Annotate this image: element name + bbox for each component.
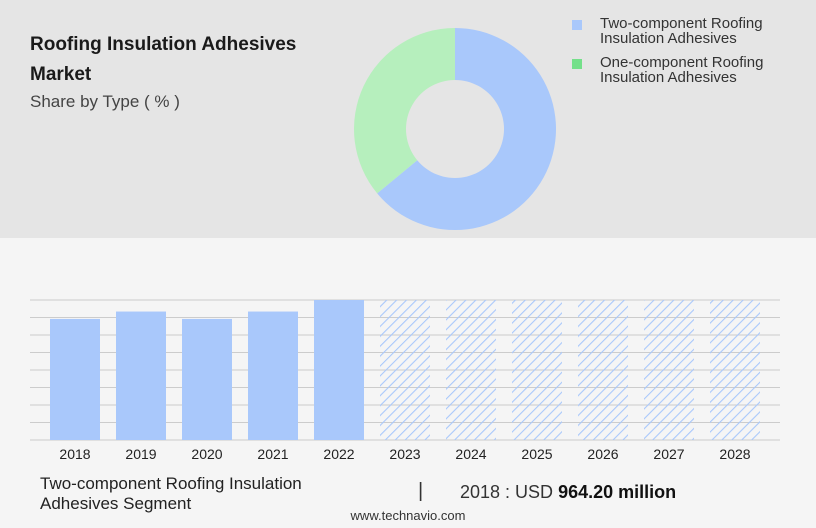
x-tick-label: 2018 — [59, 446, 90, 462]
x-tick-label: 2023 — [389, 446, 420, 462]
bar-2022 — [314, 300, 364, 440]
x-tick-label: 2019 — [125, 446, 156, 462]
legend-item-one-component: One-component Roofing Insulation Adhesiv… — [570, 55, 810, 85]
x-tick-label: 2024 — [455, 446, 486, 462]
bar-2021 — [248, 311, 298, 440]
donut-chart — [354, 28, 556, 231]
x-tick-label: 2025 — [521, 446, 552, 462]
x-tick-label: 2028 — [719, 446, 750, 462]
bar-2028 — [710, 300, 760, 440]
segment-label: Two-component Roofing Insulation Adhesiv… — [40, 474, 302, 513]
bar-2018 — [50, 318, 100, 440]
x-tick-label: 2027 — [653, 446, 684, 462]
legend-swatch-two-component — [572, 20, 582, 30]
bar-2023 — [380, 300, 430, 440]
bar-2024 — [446, 300, 496, 440]
chart-title: Roofing Insulation Adhesives Market — [30, 34, 297, 85]
bar-2020 — [182, 318, 232, 440]
segment-value-prefix: 2018 : USD — [460, 482, 554, 502]
bar-2019 — [116, 311, 166, 440]
x-tick-label: 2021 — [257, 446, 288, 462]
bar-2025 — [512, 300, 562, 440]
chart-subtitle: Share by Type ( % ) — [30, 92, 180, 111]
segment-value-amount: 964.20 million — [558, 482, 677, 502]
legend-label-two-component: Two-component Roofing Insulation Adhesiv… — [600, 15, 763, 47]
legend-swatch-one-component — [572, 59, 582, 69]
segment-value: 2018 : USD 964.20 million — [460, 482, 676, 503]
donut-slice-0 — [377, 28, 556, 231]
legend-label-one-component: One-component Roofing Insulation Adhesiv… — [600, 54, 764, 86]
bar-2026 — [578, 300, 628, 440]
bar-2027 — [644, 300, 694, 440]
source-link[interactable]: www.technavio.com — [350, 508, 466, 523]
footer-divider: | — [418, 480, 424, 502]
x-tick-label: 2026 — [587, 446, 618, 462]
legend-item-two-component: Two-component Roofing Insulation Adhesiv… — [570, 16, 810, 46]
bar-chart: 2018 2019 2020 2021 2022 2023 2024 2025 2026 2027… — [30, 299, 780, 462]
x-tick-label: 2022 — [323, 446, 354, 462]
donut-slice-1 — [354, 28, 455, 194]
x-tick-label: 2020 — [191, 446, 222, 462]
legend: Two-component Roofing Insulation Adhesiv… — [570, 16, 810, 94]
